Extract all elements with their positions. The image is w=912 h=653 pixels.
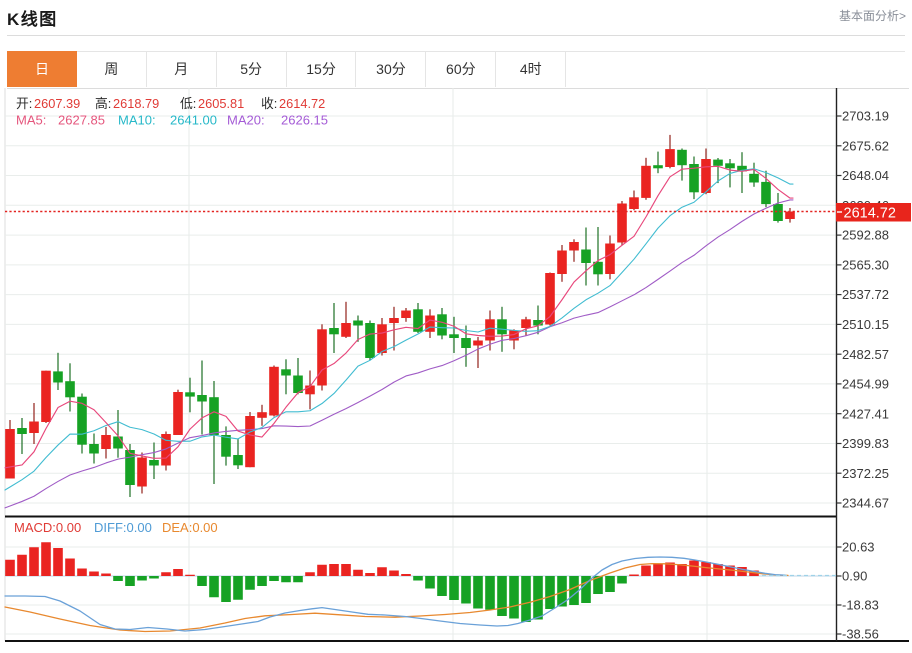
svg-text:-18.83: -18.83 [842,598,879,613]
svg-text:20.63: 20.63 [842,540,875,555]
svg-text:MACD:0.00: MACD:0.00 [14,520,81,535]
svg-text:0.90: 0.90 [842,569,867,584]
svg-text:2675.62: 2675.62 [842,138,889,153]
svg-text:2399.83: 2399.83 [842,436,889,451]
svg-text:2565.30: 2565.30 [842,258,889,273]
svg-text:DIFF:0.00: DIFF:0.00 [94,520,152,535]
svg-text:-38.56: -38.56 [842,627,879,642]
svg-text:DEA:0.00: DEA:0.00 [162,520,218,535]
svg-text:2592.88: 2592.88 [842,228,889,243]
svg-text:2537.72: 2537.72 [842,287,889,302]
svg-text:开:2607.39高:2618.79低:2605.81收:2: 开: 2607.39 高: 2618.79 低: 2605.81 收: 2614.72 [16,96,325,111]
svg-text:2703.19: 2703.19 [842,109,889,124]
svg-text:2372.25: 2372.25 [842,466,889,481]
svg-text:2510.15: 2510.15 [842,317,889,332]
svg-text:2648.04: 2648.04 [842,168,889,183]
svg-text:2344.67: 2344.67 [842,496,889,511]
svg-text:2454.99: 2454.99 [842,377,889,392]
svg-text:2482.57: 2482.57 [842,347,889,362]
svg-text:2427.41: 2427.41 [842,406,889,421]
svg-text:2614.72: 2614.72 [844,206,896,222]
